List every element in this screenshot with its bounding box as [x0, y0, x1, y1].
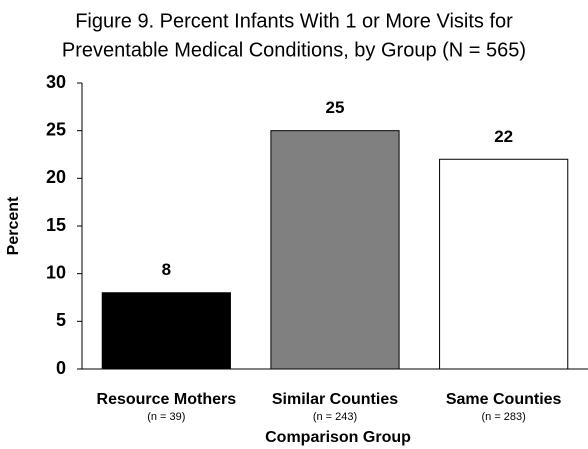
y-tick-label: 15 — [46, 215, 66, 235]
y-tick-label: 30 — [46, 72, 66, 92]
y-tick-label: 10 — [46, 262, 66, 282]
chart-title: Figure 9. Percent Infants With 1 or More… — [75, 10, 513, 32]
x-axis-label: Comparison Group — [265, 429, 411, 446]
y-axis-label: Percent — [5, 196, 22, 255]
y-tick-label: 0 — [56, 358, 66, 378]
x-tick-label: Resource Mothers — [97, 391, 237, 408]
value-label: 22 — [494, 127, 513, 146]
x-tick-note: (n = 283) — [481, 411, 525, 423]
chart-title: Preventable Medical Conditions, by Group… — [62, 39, 526, 61]
bar — [439, 158, 569, 370]
bar — [101, 292, 231, 370]
x-tick-label: Same Counties — [446, 391, 562, 408]
y-tick-label: 5 — [56, 310, 66, 330]
x-tick-note: (n = 39) — [147, 411, 185, 423]
y-tick-label: 20 — [46, 167, 66, 187]
value-label: 8 — [162, 260, 171, 279]
x-tick-label: Similar Counties — [272, 391, 398, 408]
bar — [270, 130, 400, 370]
x-tick-note: (n = 243) — [313, 411, 357, 423]
y-tick-label: 25 — [46, 119, 66, 139]
value-label: 25 — [326, 98, 345, 117]
